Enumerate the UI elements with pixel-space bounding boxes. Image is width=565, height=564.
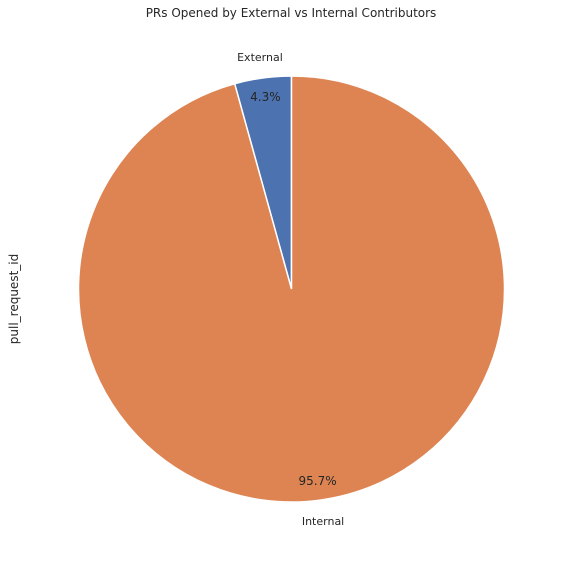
slice-label-external: External: [237, 51, 283, 64]
chart-title: PRs Opened by External vs Internal Contr…: [146, 6, 437, 20]
slice-percent-internal: 95.7%: [299, 474, 337, 488]
pie-slices: [77, 75, 506, 503]
slice-label-internal: Internal: [302, 515, 344, 528]
y-axis-label: pull_request_id: [7, 254, 21, 344]
pie-slice-internal: [77, 75, 506, 503]
pie-labels: External 4.3% Internal 95.7%: [237, 51, 344, 528]
slice-percent-external: 4.3%: [250, 90, 281, 104]
